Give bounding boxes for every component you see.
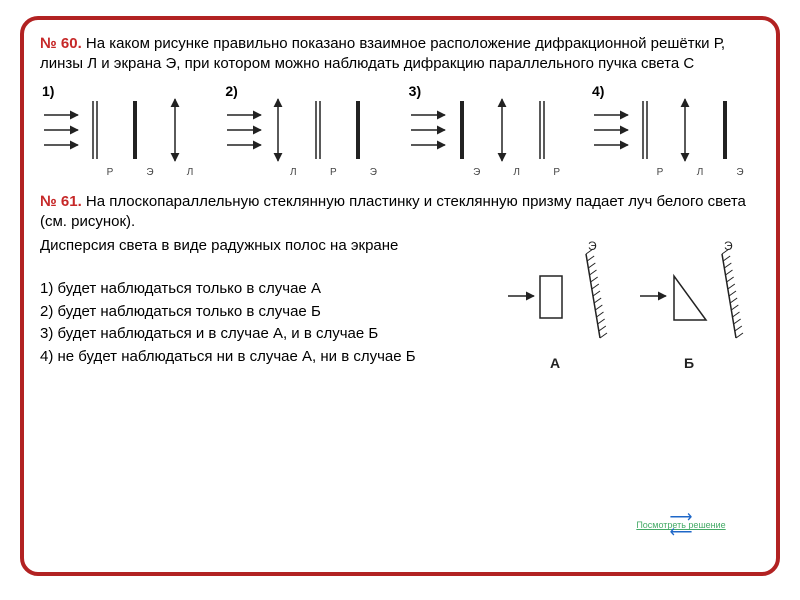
q61-svg: Э А Э Б bbox=[500, 236, 760, 406]
option-label: 4) bbox=[592, 83, 604, 99]
svg-text:Б: Б bbox=[684, 355, 694, 371]
card-frame: № 60. На каком рисунке правильно показан… bbox=[20, 16, 780, 576]
q61-answers: 1) будет наблюдаться только в случае А 2… bbox=[40, 278, 500, 368]
answer-1: 1) будет наблюдаться только в случае А bbox=[40, 278, 500, 301]
diagram-svg bbox=[407, 87, 577, 167]
q61-left: Дисперсия света в виде радужных полос на… bbox=[40, 236, 500, 411]
q61-text: № 61. На плоскопараллельную стеклянную п… bbox=[40, 192, 760, 233]
sub-labels: ЛРЭ bbox=[223, 167, 393, 178]
option-label: 3) bbox=[409, 83, 421, 99]
q60-option-3: 3) ЭЛР bbox=[407, 87, 577, 178]
sub-labels: ЭЛР bbox=[407, 167, 577, 178]
q60-number: № 60. bbox=[40, 35, 82, 52]
diagram-svg bbox=[590, 87, 760, 167]
svg-text:А: А bbox=[550, 355, 560, 371]
diagram-svg bbox=[223, 87, 393, 167]
sub-labels: РЭЛ bbox=[40, 167, 210, 178]
q61-body1: На плоскопараллельную стеклянную пластин… bbox=[40, 193, 746, 230]
answer-3: 3) будет наблюдаться и в случае А, и в с… bbox=[40, 323, 500, 346]
svg-text:Э: Э bbox=[724, 239, 733, 253]
answer-4: 4) не будет наблюдаться ни в случае А, н… bbox=[40, 346, 500, 369]
q61-body2: Дисперсия света в виде радужных полос на… bbox=[40, 236, 500, 256]
q60-text: № 60. На каком рисунке правильно показан… bbox=[40, 34, 760, 75]
option-label: 1) bbox=[42, 83, 54, 99]
q60-body: На каком рисунке правильно показано взаи… bbox=[40, 35, 725, 72]
q60-option-4: 4) РЛЭ bbox=[590, 87, 760, 178]
q61-row: Дисперсия света в виде радужных полос на… bbox=[40, 236, 760, 411]
svg-text:Э: Э bbox=[588, 239, 597, 253]
answer-2: 2) будет наблюдаться только в случае Б bbox=[40, 301, 500, 324]
q60-option-2: 2) ЛРЭ bbox=[223, 87, 393, 178]
q61-number: № 61. bbox=[40, 193, 82, 210]
option-label: 2) bbox=[225, 83, 237, 99]
q60-option-1: 1) РЭЛ bbox=[40, 87, 210, 178]
sub-labels: РЛЭ bbox=[590, 167, 760, 178]
diagram-svg bbox=[40, 87, 210, 167]
solution-link[interactable]: ⟶ Посмотреть решение ⟶ bbox=[616, 513, 746, 538]
q60-diagrams: 1) РЭЛ 2) ЛРЭ 3) ЭЛР 4) РЛЭ bbox=[40, 87, 760, 178]
q61-figure: Э А Э Б bbox=[500, 236, 760, 411]
arrow-decoration: ⟶ bbox=[616, 528, 746, 538]
